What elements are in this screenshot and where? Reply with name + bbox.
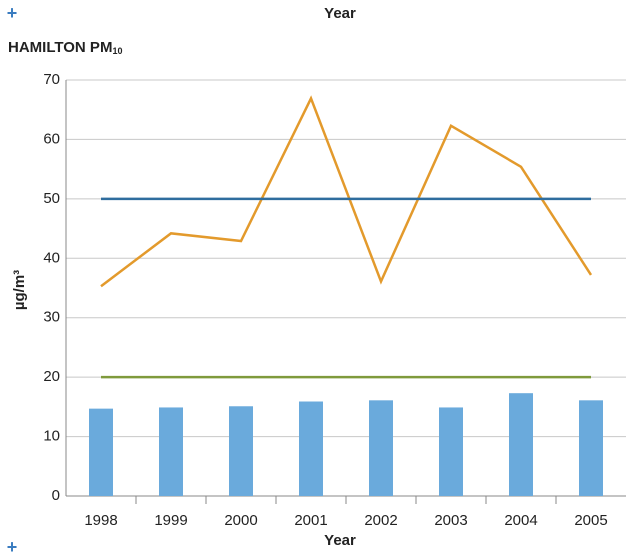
y-axis-label: µg/m³ <box>11 270 28 310</box>
bar <box>509 393 533 496</box>
x-tick-label: 2000 <box>224 512 257 529</box>
header: Year <box>324 5 356 22</box>
bar <box>579 400 603 496</box>
x-axis-label: Year <box>324 532 356 549</box>
title-main: HAMILTON PM <box>8 39 112 56</box>
x-tick-label: 2001 <box>294 512 327 529</box>
x-tick-label: 1999 <box>154 512 187 529</box>
bar <box>89 408 113 496</box>
bar <box>229 406 253 496</box>
title-subscript: 10 <box>112 46 122 56</box>
bar <box>369 400 393 496</box>
x-tick-label: 1998 <box>84 512 117 529</box>
y-tick-label: 60 <box>43 130 60 147</box>
x-tick-label: 2005 <box>574 512 607 529</box>
line <box>100 95 593 288</box>
bar <box>439 407 463 496</box>
bar <box>299 401 323 496</box>
chart-title: HAMILTON PM10 <box>8 39 122 56</box>
y-tick-label: 30 <box>43 309 60 326</box>
y-tick-label: 0 <box>52 487 60 504</box>
y-tick-label: 40 <box>43 249 60 266</box>
y-tick-label: 20 <box>43 368 60 385</box>
y-tick-label: 10 <box>43 428 60 445</box>
x-tick-label: 2004 <box>504 512 537 529</box>
y-tick-label: 70 <box>43 71 60 88</box>
y-tick-label: 50 <box>43 190 60 207</box>
bar <box>159 407 183 496</box>
x-tick-label: 2003 <box>434 512 467 529</box>
plus-icon: + <box>7 537 18 554</box>
x-tick-label: 2002 <box>364 512 397 529</box>
plus-icon: + <box>7 3 18 23</box>
